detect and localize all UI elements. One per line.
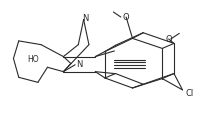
Text: HO: HO	[27, 55, 39, 64]
Text: Cl: Cl	[186, 89, 194, 98]
Text: O: O	[165, 35, 172, 44]
Text: N: N	[83, 14, 89, 23]
Text: O: O	[123, 13, 129, 21]
Text: N: N	[76, 60, 83, 69]
